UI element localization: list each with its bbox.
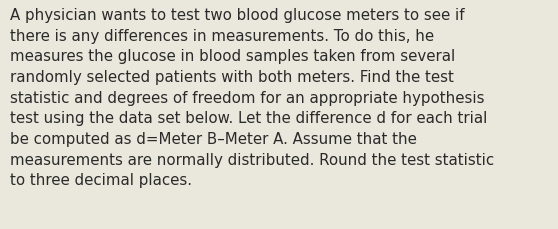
Text: A physician wants to test two blood glucose meters to see if
there is any differ: A physician wants to test two blood gluc… xyxy=(10,8,494,187)
